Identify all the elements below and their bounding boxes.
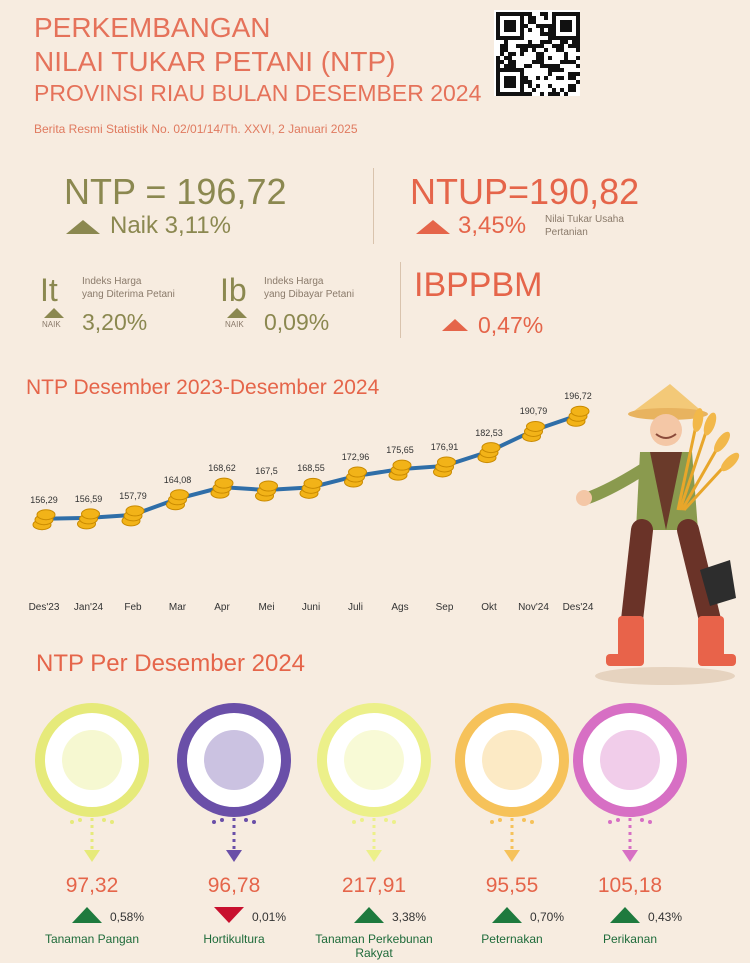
ibppbm-value: 0,47% bbox=[478, 312, 544, 338]
data-point-coin-icon bbox=[32, 509, 56, 531]
ntp-line-chart: 156,29 Des'23 156,59 Jan'24 157,79 Feb 164,08 M… bbox=[0, 380, 750, 620]
subsector-value: 95,55 bbox=[485, 874, 539, 897]
data-label: 175,65 bbox=[386, 445, 414, 456]
ntp-value: NTP = 196,72 bbox=[64, 171, 287, 212]
ntp-change: Naik 3,11% bbox=[110, 212, 231, 239]
vegetables-icon bbox=[174, 700, 294, 862]
ib-value: 0,09% bbox=[264, 309, 330, 335]
title-line-3: PROVINSI RIAU BULAN DESEMBER 2024 bbox=[34, 80, 482, 106]
fisherman-icon bbox=[570, 700, 690, 862]
x-tick-label: Apr bbox=[214, 602, 230, 613]
data-label: 168,55 bbox=[297, 463, 325, 474]
x-tick-label: Nov'24 bbox=[518, 602, 549, 613]
ib-up-arrow-icon bbox=[227, 306, 247, 324]
ntup-desc-2: Pertanian bbox=[545, 227, 588, 238]
subsector-change: 0,58% bbox=[110, 910, 145, 924]
it-desc-1: Indeks Harga bbox=[82, 276, 142, 287]
corn-icon bbox=[32, 700, 152, 862]
data-point-coin-icon bbox=[210, 477, 234, 499]
x-tick-label: Des'24 bbox=[562, 602, 594, 613]
palm-fruit-icon bbox=[314, 700, 434, 862]
ntup-change: 3,45% bbox=[458, 212, 527, 239]
x-tick-label: Jan'24 bbox=[73, 602, 104, 613]
subsector-name: Tanaman Perkebunan Rakyat bbox=[315, 932, 433, 961]
ibppbm-up-arrow-icon bbox=[442, 318, 468, 337]
subsector-name: Hortikultura bbox=[203, 932, 265, 946]
data-label: 172,96 bbox=[341, 452, 370, 463]
x-tick-label: Ags bbox=[391, 602, 409, 613]
data-label: 190,79 bbox=[519, 406, 548, 417]
divider bbox=[373, 168, 374, 244]
x-tick-label: Des'23 bbox=[28, 602, 60, 613]
data-point-coin-icon bbox=[299, 477, 323, 499]
data-label: 157,79 bbox=[119, 490, 147, 501]
data-point-coin-icon bbox=[255, 480, 278, 502]
x-tick-label: Feb bbox=[124, 602, 142, 613]
up-arrow-icon bbox=[354, 906, 384, 929]
data-label: 156,29 bbox=[30, 494, 58, 505]
data-point-coin-icon bbox=[388, 459, 412, 481]
it-desc-2: yang Diterima Petani bbox=[82, 289, 175, 300]
subsector-value: 217,91 bbox=[341, 874, 407, 897]
x-tick-label: Juli bbox=[347, 602, 364, 613]
subsector-value: 105,18 bbox=[597, 874, 663, 897]
data-point-coin-icon bbox=[77, 508, 100, 530]
data-point-coin-icon bbox=[566, 405, 590, 427]
farmer-illustration bbox=[570, 380, 740, 695]
reference-text: Berita Resmi Statistik No. 02/01/14/Th. … bbox=[34, 122, 358, 136]
subsector-value: 96,78 bbox=[207, 874, 261, 897]
x-tick-label: Sep bbox=[435, 602, 454, 613]
it-naik: NAIK bbox=[42, 320, 61, 329]
it-symbol: It bbox=[40, 272, 58, 308]
data-point-coin-icon bbox=[522, 420, 545, 442]
data-label: 182,53 bbox=[475, 427, 503, 438]
x-tick-label: Mei bbox=[258, 602, 275, 613]
up-arrow-icon bbox=[492, 906, 522, 929]
it-up-arrow-icon bbox=[44, 306, 64, 324]
data-point-coin-icon bbox=[121, 505, 145, 527]
data-point-coin-icon bbox=[477, 442, 501, 464]
data-label: 196,72 bbox=[564, 391, 592, 402]
qr-code-icon bbox=[494, 10, 580, 96]
ib-symbol: Ib bbox=[220, 272, 247, 308]
x-tick-label: Okt bbox=[481, 602, 497, 613]
title-line-2: NILAI TUKAR PETANI (NTP) bbox=[34, 46, 396, 77]
ntup-up-arrow-icon bbox=[416, 218, 450, 241]
ibppbm-label: IBPPBM bbox=[414, 266, 543, 304]
chart-svg bbox=[32, 405, 590, 531]
up-arrow-icon bbox=[610, 906, 640, 929]
down-arrow-icon bbox=[214, 906, 244, 929]
up-arrow-icon bbox=[72, 906, 102, 929]
subsector-name: Tanaman Pangan bbox=[44, 932, 140, 946]
data-label: 168,62 bbox=[208, 463, 236, 474]
data-label: 156,59 bbox=[74, 493, 103, 504]
ntup-desc-1: Nilai Tukar Usaha bbox=[545, 214, 624, 225]
ib-naik: NAIK bbox=[225, 320, 244, 329]
livestock-icon bbox=[452, 700, 572, 862]
ntup-value: NTUP=190,82 bbox=[410, 171, 640, 212]
it-value: 3,20% bbox=[82, 309, 148, 335]
subsector-change: 0,70% bbox=[530, 910, 565, 924]
subsector-value: 97,32 bbox=[65, 874, 119, 897]
chart-title: NTP Desember 2023-Desember 2024 bbox=[26, 376, 380, 399]
subsector-name: Peternakan bbox=[481, 932, 543, 946]
data-label: 164,08 bbox=[163, 474, 192, 485]
divider-2 bbox=[400, 262, 401, 338]
data-point-coin-icon bbox=[433, 456, 456, 478]
ib-desc-2: yang Dibayar Petani bbox=[264, 289, 355, 300]
data-point-coin-icon bbox=[344, 466, 367, 488]
subsector-change: 3,38% bbox=[392, 910, 427, 924]
x-tick-label: Mar bbox=[168, 602, 187, 613]
title-line-1: PERKEMBANGAN bbox=[34, 12, 271, 43]
data-label: 167,5 bbox=[255, 466, 278, 477]
data-label: 176,91 bbox=[430, 441, 459, 452]
subsector-change: 0,43% bbox=[648, 910, 683, 924]
subsector-change: 0,01% bbox=[252, 910, 287, 924]
ntp-up-arrow-icon bbox=[66, 218, 100, 241]
x-tick-label: Juni bbox=[301, 602, 321, 613]
data-point-coin-icon bbox=[166, 489, 189, 511]
subsector-name: Perikanan bbox=[602, 932, 658, 946]
section2-title: NTP Per Desember 2024 bbox=[36, 650, 306, 677]
ib-desc-1: Indeks Harga bbox=[264, 276, 324, 287]
